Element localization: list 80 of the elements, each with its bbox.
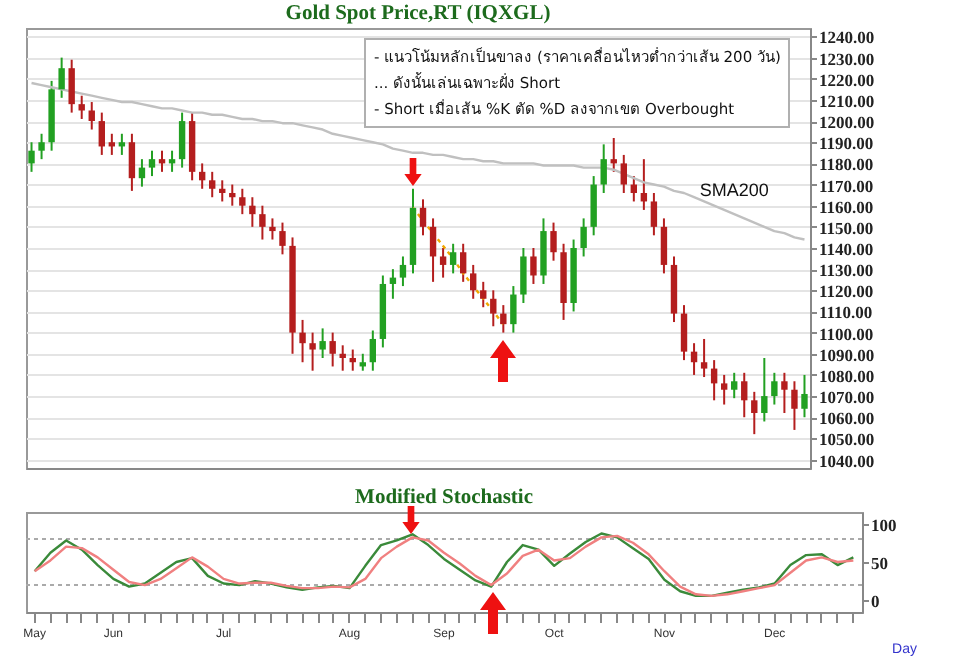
y-tick-label: 1230.00 (819, 48, 875, 69)
y-tick-label: 1090.00 (819, 344, 875, 365)
chart-title: Gold Spot Price,RT (IQXGL) (285, 3, 552, 25)
y-tick-label: 1040.00 (819, 450, 875, 471)
candlestick (510, 285, 517, 334)
y-tick-label: 1240.00 (819, 27, 875, 48)
candlestick (178, 111, 186, 169)
candlestick (520, 247, 527, 304)
candlestick (650, 192, 658, 237)
candlestick (429, 217, 437, 283)
candlestick (439, 247, 447, 279)
y-tick-label: 1150.00 (819, 217, 874, 238)
candlestick (600, 143, 607, 194)
candlestick (68, 58, 75, 114)
candlestick (791, 380, 798, 431)
candlestick (449, 242, 457, 275)
candlestick (78, 94, 85, 120)
y-tick-label: 1050.00 (819, 429, 875, 450)
candlestick (329, 331, 336, 368)
candlestick (309, 331, 316, 372)
candlestick (530, 247, 537, 285)
candlestick (741, 371, 748, 419)
candlestick (700, 337, 708, 379)
y-tick-label: 1180.00 (819, 154, 874, 175)
candlestick (98, 111, 105, 156)
candlestick (781, 371, 788, 414)
candlestick (720, 373, 728, 406)
candlestick (540, 217, 547, 285)
candlestick (550, 221, 557, 262)
y-tick-label: 100 (871, 514, 897, 535)
candlestick (148, 149, 156, 178)
candlestick (751, 390, 758, 436)
candlestick (470, 263, 477, 300)
candlestick (801, 373, 808, 419)
y-tick-label: 1200.00 (819, 112, 875, 133)
y-tick-label: 1190.00 (819, 133, 874, 154)
y-tick-label: 1170.00 (819, 175, 874, 196)
candlestick (660, 217, 668, 275)
y-tick-label: 1220.00 (819, 69, 875, 90)
y-tick-label: 50 (871, 553, 888, 573)
y-tick-label: 0 (871, 591, 880, 612)
candlestick (590, 175, 597, 237)
candlestick (459, 242, 467, 283)
candlestick (480, 280, 487, 309)
candlestick (269, 217, 276, 241)
candlestick (319, 327, 326, 359)
y-tick-label: 1120.00 (819, 281, 874, 302)
y-tick-label: 1110.00 (819, 302, 873, 323)
candlestick (580, 217, 587, 258)
candlestick (620, 153, 627, 194)
candlestick (128, 132, 136, 192)
y-tick-label: 1160.00 (819, 196, 874, 217)
candlestick (58, 56, 65, 99)
y-tick-label: 1070.00 (819, 387, 875, 408)
candlestick (239, 187, 246, 216)
candlestick (209, 170, 216, 199)
y-tick-label: 1130.00 (819, 260, 874, 281)
candlestick (490, 289, 497, 328)
y-tick-label: 1140.00 (819, 239, 874, 259)
candlestick (259, 204, 266, 241)
line-series (411, 206, 505, 326)
candlestick (279, 221, 286, 256)
candlestick (299, 318, 306, 364)
y-tick-label: 1060.00 (819, 408, 875, 429)
candlestick (28, 141, 35, 173)
chart-title: Modified Stochastic (355, 487, 534, 509)
candlestick (419, 198, 427, 237)
candlestick (369, 329, 377, 372)
candlestick (249, 196, 256, 228)
y-tick-label: 1080.00 (819, 365, 875, 386)
candlestick (38, 132, 45, 161)
candlestick (680, 304, 688, 362)
candlestick (771, 371, 778, 406)
candlestick (500, 304, 507, 334)
candlestick (399, 255, 407, 288)
y-tick-label: 1210.00 (819, 90, 875, 111)
candlestick (731, 371, 738, 400)
y-tick-label: 1100.00 (819, 323, 874, 344)
candlestick (761, 357, 768, 423)
series-label: SMA200 (699, 180, 769, 201)
